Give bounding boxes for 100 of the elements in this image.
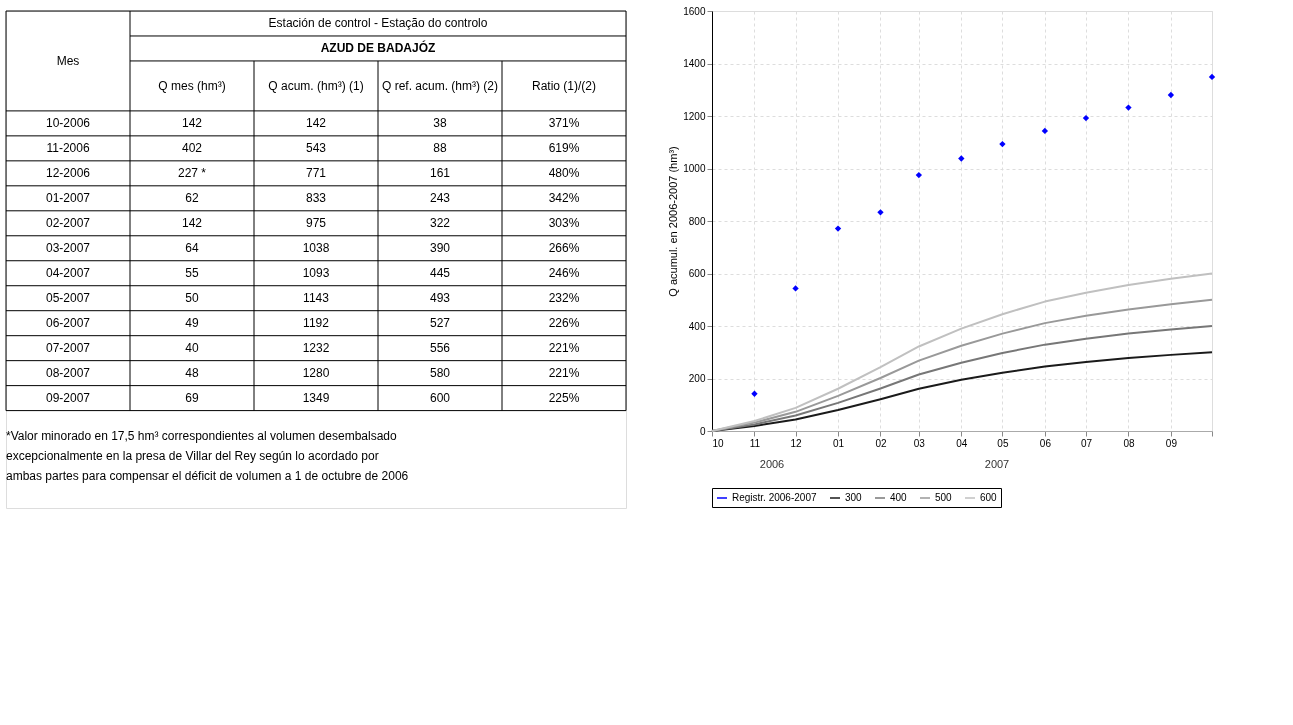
- text: 402: [181, 141, 203, 156]
- text: 2007: [984, 458, 1010, 470]
- text: 11-2006: [46, 141, 90, 156]
- text: 390: [429, 241, 451, 256]
- point: [1167, 91, 1175, 99]
- point: [999, 140, 1006, 148]
- line-series: [711, 298, 1213, 432]
- text: 556: [429, 341, 451, 356]
- text: 09-2007: [45, 391, 91, 406]
- text: 833: [305, 191, 327, 206]
- y-tick-label: 800: [688, 215, 706, 227]
- x-tick-label: 08: [1123, 437, 1135, 449]
- point: [958, 155, 965, 162]
- text: 322: [429, 216, 451, 231]
- text: 62: [185, 191, 199, 206]
- text: 1232: [302, 341, 330, 356]
- text: 50: [185, 291, 199, 306]
- y-tick-label: 1000: [683, 163, 706, 174]
- text: 03-2007: [45, 241, 91, 256]
- text: 40: [185, 341, 199, 356]
- text: 1349: [302, 391, 330, 406]
- text: 221%: [548, 341, 580, 356]
- y-tick-label: 600: [688, 268, 706, 279]
- category-label: Ratio (1)/(2): [531, 78, 597, 93]
- text: 142: [181, 116, 203, 131]
- text: 55: [185, 266, 199, 281]
- text: 06-2007: [45, 316, 91, 331]
- legend-label: 400: [890, 492, 908, 503]
- y-tick-label: 0: [699, 425, 706, 437]
- text: 246%: [548, 266, 580, 281]
- text: AZUD DE BADAJÓZ: [320, 40, 436, 56]
- text: 221%: [548, 366, 580, 381]
- text: 445: [429, 266, 451, 281]
- text: 1093: [302, 266, 330, 281]
- text: 227 *: [177, 166, 207, 181]
- text: 69: [185, 391, 199, 406]
- x-tick-label: 07: [1080, 437, 1093, 449]
- category-label: Q mes (hm³): [158, 78, 226, 93]
- text: 1280: [302, 366, 330, 381]
- point: [1082, 114, 1090, 122]
- text: 48: [185, 366, 199, 381]
- text: 580: [429, 366, 451, 381]
- line-series: [711, 272, 1213, 432]
- text: *Valor minorado en 17,5 hm³ correspondientes al volumen desembalsado excepcionalmente en la presa de Villar del Rey según lo acordado por ambas partes para compensar el déficit de volumen a 1 de octubre de 2006: [6, 428, 409, 483]
- point: [834, 225, 842, 232]
- x-tick-label: 05: [997, 437, 1009, 449]
- y-tick-label: 400: [688, 320, 706, 332]
- text: 342%: [548, 191, 580, 206]
- text: 600: [429, 391, 451, 406]
- point: [751, 390, 758, 397]
- text: 01-2007: [45, 191, 91, 206]
- text: 64: [185, 241, 199, 256]
- text: 12-2006: [45, 166, 91, 181]
- y-tick-label: 1600: [683, 5, 706, 17]
- text: 243: [429, 191, 451, 206]
- x-tick-label: 06: [1039, 437, 1052, 449]
- point: [877, 209, 884, 216]
- category-label: Mes: [56, 53, 80, 68]
- x-tick-label: 01: [832, 437, 845, 449]
- text: 543: [305, 141, 327, 156]
- text: 371%: [548, 116, 580, 131]
- text: 527: [429, 316, 451, 331]
- y-tick-label: 1200: [683, 110, 706, 122]
- x-tick-label: 02: [875, 437, 887, 449]
- text: 771: [305, 166, 327, 181]
- text: 10-2006: [45, 116, 91, 131]
- text: 303%: [548, 216, 580, 231]
- y-axis-title: Q acumul. en 2006-2007 (hm³): [667, 146, 680, 297]
- text: 08-2007: [45, 366, 91, 381]
- point: [1208, 73, 1216, 81]
- legend-label: 500: [935, 492, 953, 503]
- point: [792, 285, 799, 292]
- text: 225%: [548, 391, 580, 406]
- legend-label: Registr. 2006-2007: [732, 492, 817, 503]
- x-tick-label: 11: [749, 437, 761, 449]
- point: [1041, 127, 1049, 135]
- text: 04-2007: [45, 266, 91, 281]
- point: [1125, 104, 1132, 111]
- y-tick-label: 200: [688, 373, 706, 384]
- text: 1038: [302, 241, 330, 256]
- x-tick-label: 03: [913, 437, 926, 449]
- x-tick-label: 09: [1165, 437, 1178, 449]
- text: 226%: [548, 316, 580, 331]
- text: 1143: [303, 291, 329, 306]
- legend-label: 300: [845, 492, 863, 503]
- x-tick-label: 04: [956, 437, 968, 449]
- point: [915, 171, 923, 179]
- text: 975: [305, 216, 327, 231]
- category-label: Q acum. (hm³) (1): [268, 78, 364, 93]
- text: 02-2007: [45, 216, 91, 231]
- text: 142: [181, 216, 203, 231]
- text: 619%: [548, 141, 580, 156]
- text: 88: [433, 141, 447, 156]
- category-label: Q ref. acum. (hm³) (2): [381, 78, 499, 93]
- text: 266%: [548, 241, 580, 256]
- text: 49: [185, 316, 199, 331]
- text: 161: [429, 166, 451, 181]
- x-tick-label: 10: [712, 437, 725, 449]
- text: 38: [433, 116, 447, 131]
- text: 2006: [759, 458, 785, 470]
